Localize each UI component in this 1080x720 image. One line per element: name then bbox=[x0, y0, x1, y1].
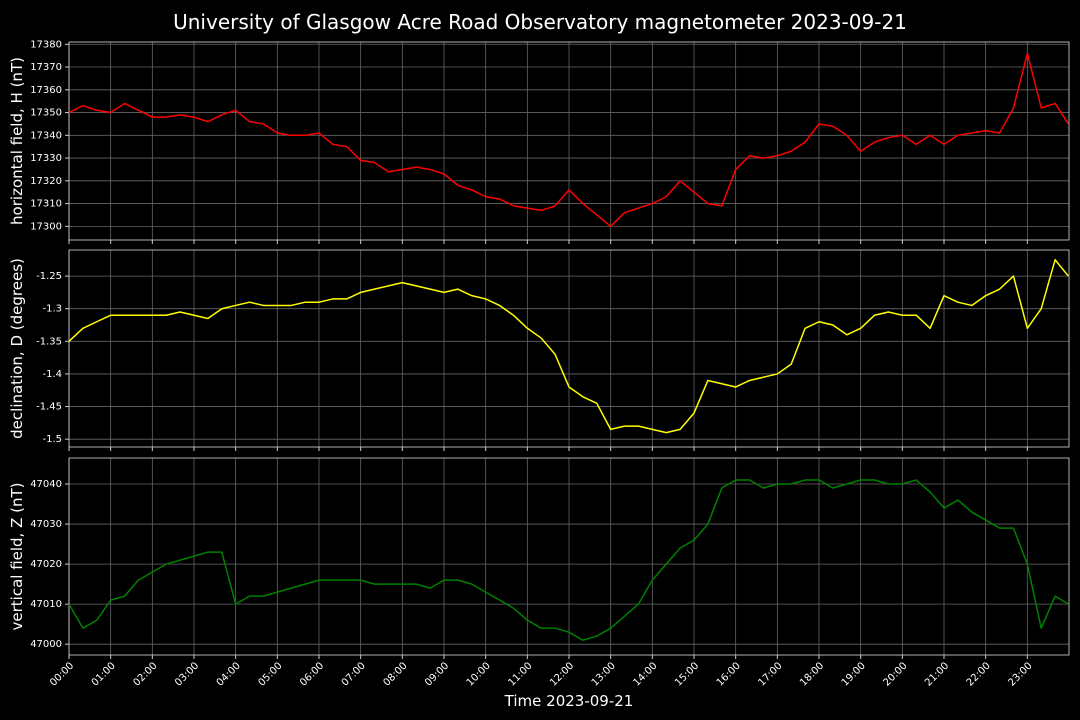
data-line bbox=[68, 479, 1069, 641]
x-tick-label: 16:00 bbox=[715, 660, 743, 688]
y-tick-label: 17360 bbox=[30, 85, 62, 96]
y-tick-label: -1.45 bbox=[36, 402, 62, 413]
x-tick-label: 08:00 bbox=[381, 660, 409, 688]
x-tick-label: 13:00 bbox=[590, 660, 618, 688]
y-tick-label: -1.4 bbox=[42, 369, 62, 380]
y-tick-label: 47040 bbox=[30, 479, 62, 490]
y-tick-label: 17300 bbox=[30, 221, 62, 232]
data-line bbox=[68, 52, 1069, 228]
chart-title: University of Glasgow Acre Road Observat… bbox=[173, 10, 907, 34]
y-tick-label: 17350 bbox=[30, 108, 62, 119]
x-tick-label: 23:00 bbox=[1006, 660, 1034, 688]
x-tick-label: 02:00 bbox=[131, 660, 159, 688]
x-tick-label: 09:00 bbox=[423, 660, 451, 688]
data-line bbox=[68, 259, 1069, 434]
x-tick-label: 21:00 bbox=[923, 660, 951, 688]
x-tick-label: 20:00 bbox=[881, 660, 909, 688]
y-tick-label: 17370 bbox=[30, 62, 62, 73]
y-tick-label: 47030 bbox=[30, 519, 62, 530]
x-tick-label: 03:00 bbox=[173, 660, 201, 688]
y-tick-label: 47000 bbox=[30, 639, 62, 650]
y-tick-label: 17320 bbox=[30, 176, 62, 187]
y-axis-label: declination, D (degrees) bbox=[8, 258, 26, 439]
y-tick-label: 47010 bbox=[30, 599, 62, 610]
x-tick-label: 10:00 bbox=[465, 660, 493, 688]
y-tick-label: -1.35 bbox=[36, 336, 62, 347]
x-tick-label: 12:00 bbox=[548, 660, 576, 688]
axes-frame bbox=[68, 249, 1070, 448]
y-tick-label: 17340 bbox=[30, 130, 62, 141]
x-axis-label: Time 2023-09-21 bbox=[504, 692, 634, 710]
x-tick-label: 00:00 bbox=[48, 660, 76, 688]
y-tick-label: 17310 bbox=[30, 199, 62, 210]
y-tick-label: 17380 bbox=[30, 39, 62, 50]
y-tick-label: 17330 bbox=[30, 153, 62, 164]
x-tick-label: 04:00 bbox=[215, 660, 243, 688]
x-tick-label: 18:00 bbox=[798, 660, 826, 688]
x-tick-label: 15:00 bbox=[673, 660, 701, 688]
x-tick-label: 07:00 bbox=[340, 660, 368, 688]
y-tick-label: -1.25 bbox=[36, 271, 62, 282]
x-tick-label: 19:00 bbox=[840, 660, 868, 688]
x-tick-label: 11:00 bbox=[506, 660, 534, 688]
y-axis-label: horizontal field, H (nT) bbox=[8, 57, 26, 225]
y-tick-label: -1.5 bbox=[42, 434, 62, 445]
axes-frame bbox=[68, 457, 1070, 656]
y-tick-label: 47020 bbox=[30, 559, 62, 570]
y-axis-label: vertical field, Z (nT) bbox=[8, 482, 26, 630]
axes-frame bbox=[68, 41, 1070, 241]
x-tick-label: 22:00 bbox=[965, 660, 993, 688]
y-tick-label: -1.3 bbox=[42, 304, 62, 315]
x-tick-label: 05:00 bbox=[256, 660, 284, 688]
x-tick-label: 06:00 bbox=[298, 660, 326, 688]
x-tick-label: 01:00 bbox=[90, 660, 118, 688]
x-tick-label: 14:00 bbox=[631, 660, 659, 688]
x-tick-label: 17:00 bbox=[756, 660, 784, 688]
